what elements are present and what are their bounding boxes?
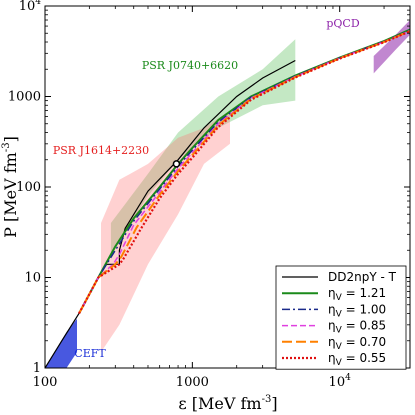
legend-label-2: ηV = 1.00 <box>328 302 386 319</box>
band-pqcd <box>373 20 410 74</box>
series-line-4 <box>78 30 410 314</box>
legend-label-3: ηV = 0.85 <box>328 319 386 336</box>
legend-label-5: ηV = 0.55 <box>328 351 386 368</box>
band-psr-j1614-2230 <box>101 110 230 353</box>
legend-label-4: ηV = 0.70 <box>328 335 386 352</box>
y-tick-label: 10 <box>24 271 41 286</box>
annotation-ceft: CEFT <box>74 347 106 360</box>
x-tick-label: 100 <box>33 375 58 390</box>
annotation-pqcd: pQCD <box>326 17 359 30</box>
y-tick-label: 1 <box>33 361 41 376</box>
annotation-psr-j0740-6620: PSR J0740+6620 <box>142 59 238 72</box>
series-line-5 <box>78 30 410 315</box>
axis-titles: ε [MeV fm-3] P [MeV fm-3] <box>1 136 278 413</box>
x-tick-label: 1000 <box>176 375 209 390</box>
legend-label-1: ηV = 1.21 <box>328 286 386 303</box>
annotations-layer: PSR J0740+6620 PSR J1614+2230 CEFT pQCD <box>53 17 360 360</box>
band-psr-j0740-6620 <box>110 39 296 255</box>
annotation-psr-j1614-2230: PSR J1614+2230 <box>53 144 149 157</box>
ticks-layer: 100 1000 104 1 10 100 1000 104 <box>8 0 410 390</box>
legend-box <box>275 265 407 370</box>
series-layer <box>45 28 410 368</box>
y-axis-title: P [MeV fm-3] <box>1 136 20 238</box>
x-tick-label: 104 <box>329 373 352 390</box>
y-tick-label: 1000 <box>8 90 41 105</box>
y-tick-label: 104 <box>19 0 42 14</box>
marker-layer <box>172 160 181 168</box>
y-tick-label: 100 <box>16 180 41 195</box>
x-axis-title: ε [MeV fm-3] <box>178 394 277 413</box>
marker-point <box>172 160 181 168</box>
legend-label-0: DD2npY - T <box>328 270 397 284</box>
